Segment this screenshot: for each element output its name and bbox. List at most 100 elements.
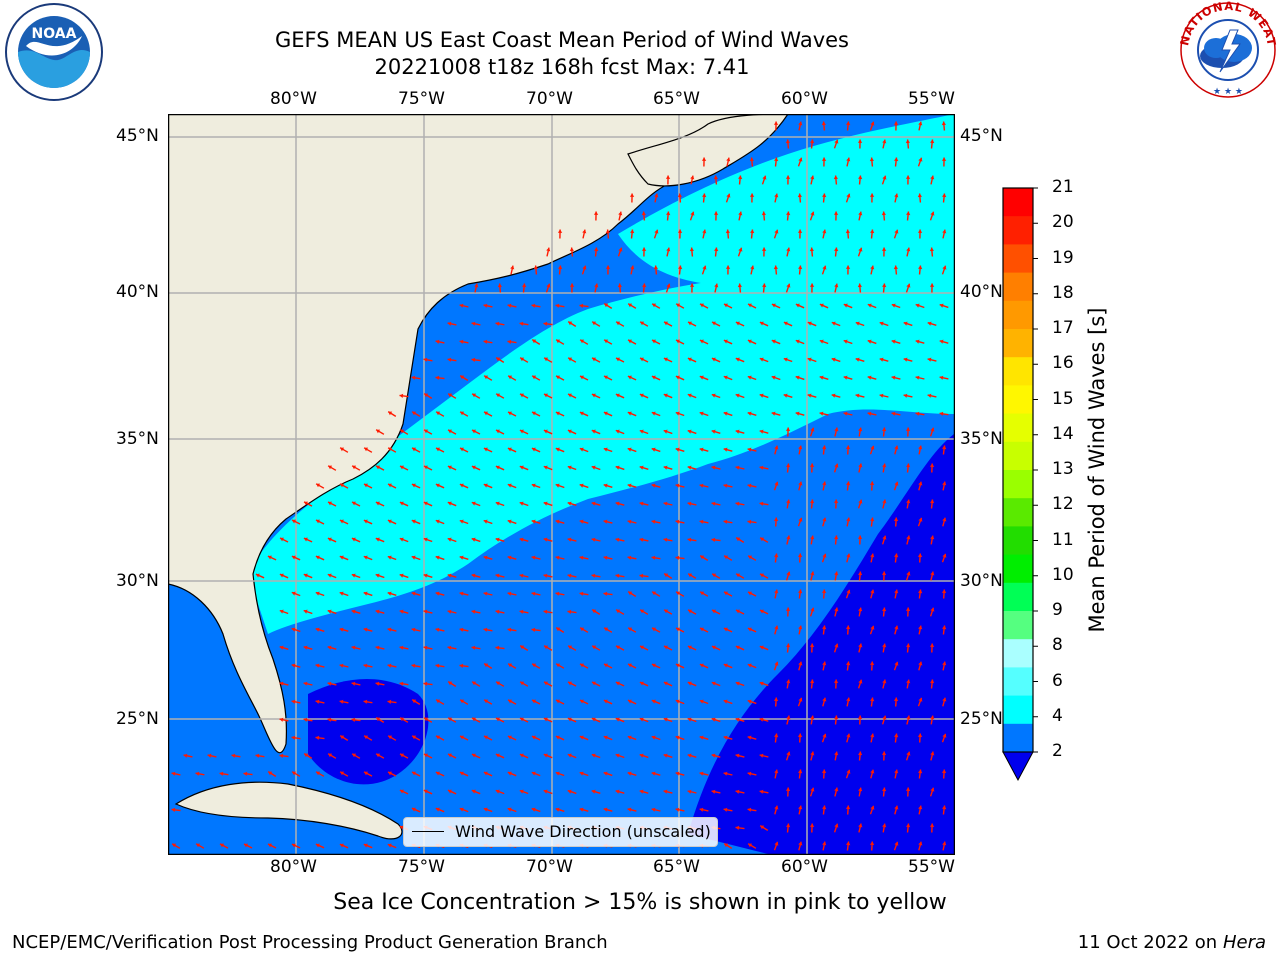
wave-direction-arrow bbox=[663, 465, 673, 470]
wave-direction-arrow bbox=[315, 555, 325, 561]
wave-direction-arrow bbox=[687, 717, 697, 723]
wave-direction-arrow bbox=[918, 121, 923, 131]
wave-direction-arrow bbox=[447, 357, 457, 362]
wave-direction-arrow bbox=[339, 663, 349, 668]
wave-direction-arrow bbox=[713, 175, 718, 185]
wave-direction-arrow bbox=[327, 537, 337, 543]
wave-direction-arrow bbox=[171, 771, 181, 776]
wave-direction-arrow bbox=[495, 465, 505, 471]
wave-direction-arrow bbox=[699, 447, 709, 452]
wave-direction-arrow bbox=[603, 339, 613, 345]
wave-direction-arrow bbox=[845, 769, 851, 779]
svg-text:★ ★ ★: ★ ★ ★ bbox=[1213, 87, 1243, 97]
wave-direction-arrow bbox=[627, 771, 637, 776]
wave-direction-arrow bbox=[677, 193, 682, 203]
colorbar-tick-label: 14 bbox=[1052, 423, 1074, 444]
wave-direction-arrow bbox=[255, 573, 265, 579]
wave-direction-arrow bbox=[339, 843, 349, 849]
lon-tick-top: 55°W bbox=[908, 89, 955, 109]
wave-direction-arrow bbox=[750, 265, 755, 275]
wave-direction-arrow bbox=[543, 357, 553, 363]
wave-direction-arrow bbox=[723, 519, 733, 524]
lon-tick-bottom: 80°W bbox=[270, 857, 317, 877]
wave-direction-arrow bbox=[882, 463, 887, 473]
wave-direction-arrow bbox=[798, 769, 803, 779]
wave-direction-arrow bbox=[387, 483, 397, 489]
wave-direction-arrow bbox=[543, 717, 553, 723]
wave-direction-arrow bbox=[579, 591, 589, 596]
wave-direction-arrow bbox=[723, 447, 733, 452]
wave-direction-arrow bbox=[663, 393, 673, 399]
wave-direction-arrow bbox=[785, 175, 791, 185]
wave-direction-arrow bbox=[531, 375, 541, 381]
wave-direction-arrow bbox=[627, 663, 637, 669]
wave-direction-arrow bbox=[375, 501, 385, 507]
lon-tick-bottom: 55°W bbox=[908, 857, 955, 877]
wave-direction-arrow bbox=[567, 681, 577, 687]
wind-wave-direction-arrows bbox=[171, 121, 949, 851]
map-frame bbox=[168, 114, 955, 855]
wave-direction-arrow bbox=[594, 283, 599, 293]
wave-direction-arrow bbox=[675, 627, 685, 633]
wave-direction-arrow bbox=[411, 663, 421, 668]
wave-direction-arrow bbox=[845, 589, 851, 599]
wave-direction-arrow bbox=[411, 627, 421, 632]
wave-direction-arrow bbox=[459, 627, 469, 632]
wave-direction-arrow bbox=[699, 303, 709, 309]
wave-direction-arrow bbox=[834, 283, 839, 293]
lon-tick-bottom: 60°W bbox=[781, 857, 828, 877]
wave-direction-arrow bbox=[855, 357, 865, 362]
wave-direction-arrow bbox=[942, 625, 947, 635]
wave-direction-arrow bbox=[579, 555, 589, 560]
land-nova-scotia bbox=[627, 114, 789, 187]
wave-direction-arrow bbox=[702, 229, 707, 239]
wave-direction-arrow bbox=[786, 823, 791, 833]
wave-direction-arrow bbox=[918, 841, 923, 851]
wave-direction-arrow bbox=[591, 501, 601, 506]
wave-direction-arrow bbox=[894, 445, 899, 455]
wave-direction-arrow bbox=[291, 591, 301, 597]
colorbar-segment bbox=[1003, 639, 1033, 668]
wave-direction-arrow bbox=[447, 681, 457, 687]
wave-direction-arrow bbox=[893, 517, 899, 527]
wave-direction-arrow bbox=[423, 717, 433, 723]
wave-direction-arrow bbox=[845, 805, 851, 815]
wave-direction-arrow bbox=[555, 591, 565, 596]
wave-direction-arrow bbox=[666, 247, 671, 257]
wave-direction-arrow bbox=[351, 753, 361, 759]
wave-direction-arrow bbox=[411, 519, 421, 525]
map-title: GEFS MEAN US East Coast Mean Period of W… bbox=[275, 28, 849, 52]
wave-direction-arrow bbox=[471, 501, 481, 507]
wave-direction-arrow bbox=[809, 643, 815, 653]
wave-direction-arrow bbox=[735, 825, 745, 830]
wave-direction-arrow bbox=[519, 789, 529, 795]
wave-direction-arrow bbox=[675, 375, 685, 381]
wave-direction-arrow bbox=[735, 537, 745, 543]
wave-direction-arrow bbox=[569, 247, 574, 257]
wave-direction-arrow bbox=[617, 283, 622, 293]
wave-direction-arrow bbox=[747, 735, 757, 740]
wave-direction-arrow bbox=[627, 555, 637, 560]
wave-direction-arrow bbox=[603, 483, 613, 488]
wave-direction-arrow bbox=[881, 571, 887, 581]
wave-direction-arrow bbox=[675, 771, 685, 776]
wave-direction-arrow bbox=[870, 265, 875, 275]
wave-direction-arrow bbox=[858, 427, 863, 437]
wave-direction-arrow bbox=[917, 697, 923, 707]
wave-direction-arrow bbox=[843, 339, 853, 345]
wave-direction-arrow bbox=[917, 733, 923, 743]
wave-direction-arrow bbox=[519, 537, 529, 542]
wave-direction-arrow bbox=[822, 625, 827, 635]
wave-direction-arrow bbox=[942, 805, 947, 815]
wave-direction-arrow bbox=[761, 175, 767, 185]
wave-direction-arrow bbox=[845, 445, 851, 455]
wave-direction-arrow bbox=[939, 375, 949, 380]
wave-direction-arrow bbox=[785, 427, 791, 437]
wave-direction-arrow bbox=[774, 589, 779, 599]
wave-direction-arrow bbox=[711, 393, 721, 399]
wave-direction-arrow bbox=[471, 321, 481, 326]
wave-direction-arrow bbox=[219, 771, 229, 776]
wave-direction-arrow bbox=[327, 645, 337, 650]
wave-direction-arrow bbox=[858, 607, 863, 617]
wave-direction-arrow bbox=[867, 339, 877, 345]
